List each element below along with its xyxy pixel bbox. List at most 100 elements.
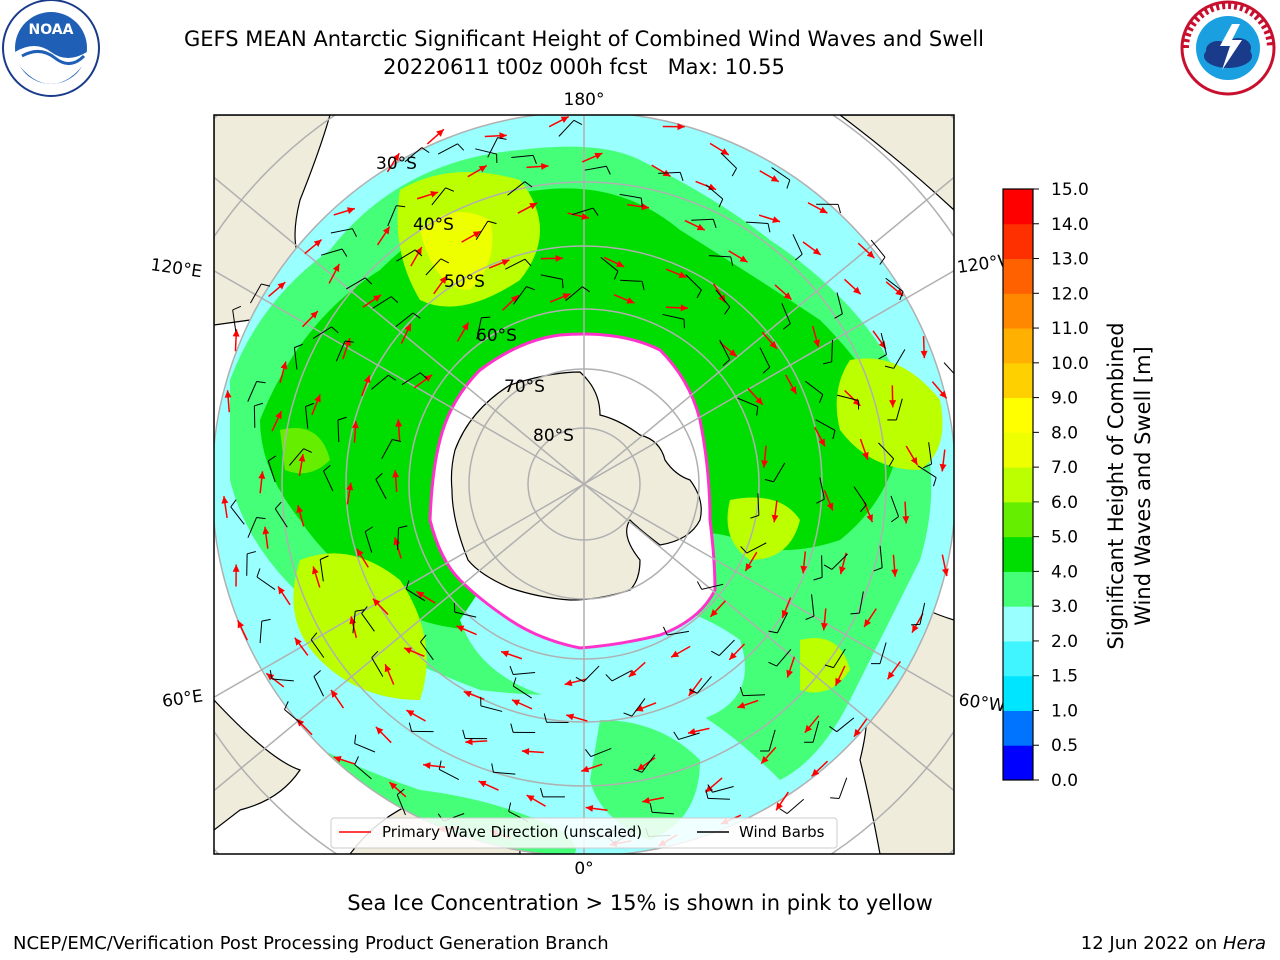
wave-arrow xyxy=(511,699,533,710)
wind-barb xyxy=(719,339,731,367)
wind-barb xyxy=(246,551,256,576)
wind-barb xyxy=(509,665,536,675)
wave-arrow xyxy=(333,207,356,216)
colorbar-tick-label: 15.0 xyxy=(1051,180,1089,200)
wind-barb xyxy=(288,448,312,466)
wave-arrow xyxy=(747,387,764,406)
colorbar-segment xyxy=(1003,432,1033,468)
wind-barb xyxy=(396,249,423,262)
wave-arrow xyxy=(567,212,590,220)
wave-arrow xyxy=(426,128,445,145)
wave-arrow xyxy=(775,791,789,811)
wind-barb xyxy=(313,670,325,697)
wind-barb xyxy=(453,603,477,618)
wind-barb xyxy=(352,609,365,634)
wave-arrow xyxy=(500,650,523,660)
wind-barb xyxy=(361,606,375,632)
wave-arrow xyxy=(433,275,448,295)
wind-barb xyxy=(408,722,434,733)
wave-arrow xyxy=(517,202,538,214)
wind-barb xyxy=(269,670,294,682)
wave-arrow xyxy=(410,246,423,267)
wind-barb xyxy=(873,545,883,572)
wave-arrow xyxy=(662,123,685,131)
wave-arrow xyxy=(665,304,689,312)
wind-barb xyxy=(910,602,926,626)
lat-label-30s: 30°S xyxy=(376,154,417,174)
wind-barb xyxy=(705,184,724,208)
wind-barb xyxy=(401,372,428,386)
wave-arrow xyxy=(802,241,822,256)
colorbar-tick-label: 8.0 xyxy=(1051,423,1078,443)
wind-barb xyxy=(834,292,843,319)
wave-arrow xyxy=(265,672,285,688)
wave-arrow xyxy=(761,445,769,468)
wind-barb xyxy=(850,591,864,615)
colorbar-segment xyxy=(1003,258,1033,294)
wind-barb xyxy=(923,442,933,469)
wind-barb xyxy=(605,670,632,682)
wave-arrow xyxy=(392,469,400,493)
wave-arrow xyxy=(294,637,309,656)
wave-arrow xyxy=(635,702,657,712)
wind-barb xyxy=(878,442,895,467)
wave-arrow xyxy=(258,471,266,494)
wind-barb xyxy=(662,313,685,329)
wave-arrow xyxy=(456,625,477,636)
colorbar-segment xyxy=(1003,640,1033,677)
wind-barb xyxy=(259,618,271,644)
wind-barb xyxy=(750,493,760,519)
wave-arrow xyxy=(737,699,759,709)
wave-arrow xyxy=(905,445,919,466)
wind-barb xyxy=(510,723,536,733)
wind-barb xyxy=(396,788,406,816)
wave-arrow xyxy=(456,322,470,342)
wave-arrow xyxy=(232,329,240,352)
wave-arrow xyxy=(613,294,635,304)
wind-barb xyxy=(558,119,583,137)
colorbar-segment xyxy=(1003,397,1033,433)
footer-credit: NCEP/EMC/Verification Post Processing Pr… xyxy=(13,933,609,954)
wind-barb xyxy=(943,362,954,387)
colorbar-segment xyxy=(1003,745,1033,781)
wave-arrow xyxy=(304,239,323,255)
wind-barb xyxy=(746,221,771,233)
colorbar-tick-label: 6.0 xyxy=(1051,493,1078,513)
wind-barb xyxy=(673,731,700,740)
wave-arrow xyxy=(467,164,488,178)
footer-host: Hera xyxy=(1222,933,1266,954)
wind-barb xyxy=(768,648,792,667)
colorbar-segment xyxy=(1003,223,1033,260)
wind-barb xyxy=(491,763,516,775)
wind-barb xyxy=(420,634,434,661)
map-frame xyxy=(213,114,955,855)
chart-title: GEFS MEAN Antarctic Significant Height o… xyxy=(183,27,985,51)
wave-arrow xyxy=(279,361,288,383)
wind-barb xyxy=(371,650,384,677)
wave-arrow xyxy=(786,656,796,678)
legend-wind-barbs: Wind Barbs xyxy=(739,823,825,841)
colorbar-tick-label: 13.0 xyxy=(1051,250,1089,270)
wind-barb xyxy=(247,380,266,402)
wind-barb xyxy=(887,398,903,421)
footer-date-text: 12 Jun 2022 on xyxy=(1080,933,1223,954)
wind-barb xyxy=(781,303,791,330)
wave-arrow xyxy=(298,453,306,476)
wind-barb xyxy=(330,228,357,237)
noaa-logo: NOAA xyxy=(2,0,100,97)
wind-barb xyxy=(438,760,460,781)
wave-arrow xyxy=(804,715,820,734)
colorbar-tick-label: 0.5 xyxy=(1051,736,1078,756)
wave-arrow xyxy=(237,620,248,641)
wind-barb xyxy=(739,686,766,697)
colorbar-segment xyxy=(1003,675,1033,711)
wind-barb xyxy=(708,255,734,266)
wind-barb xyxy=(513,286,536,305)
wave-arrow xyxy=(526,162,549,170)
wind-barb xyxy=(619,193,643,208)
wave-arrow xyxy=(863,608,877,628)
wind-barb xyxy=(475,220,497,241)
wave-arrow xyxy=(416,590,436,604)
wave-arrow xyxy=(853,718,868,738)
wind-barb xyxy=(487,137,507,158)
